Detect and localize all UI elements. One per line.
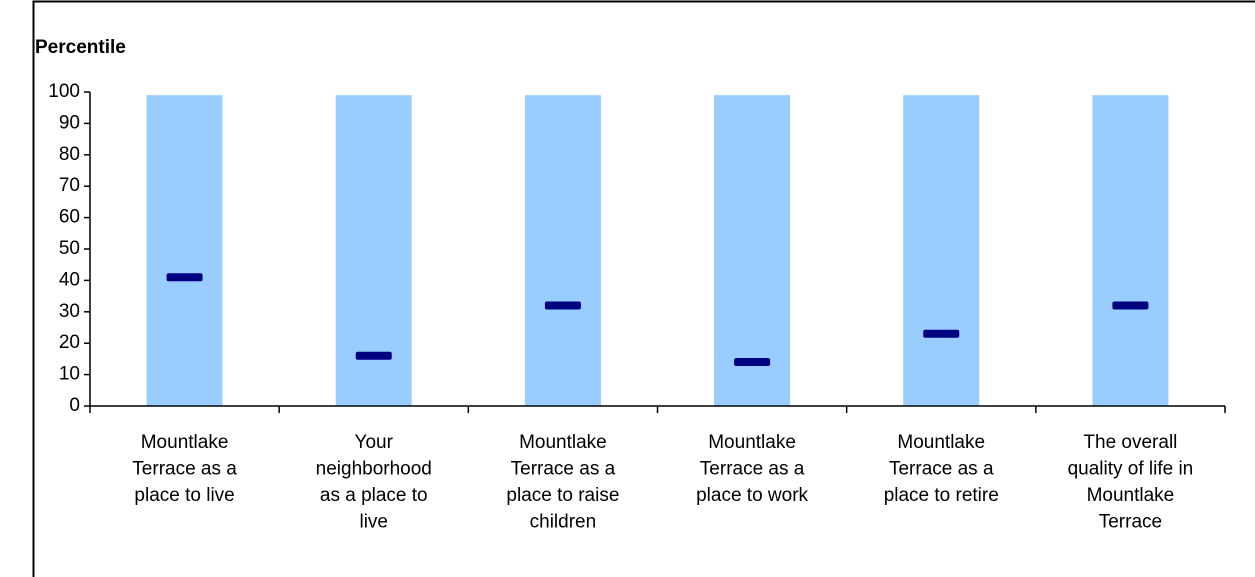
x-tick-label: Mountlake (1087, 485, 1175, 506)
x-tick-label: as a place to (320, 485, 428, 506)
x-tick-label: Mountlake (519, 432, 607, 453)
y-tick-label: 10 (59, 364, 80, 385)
x-tick-label: Terrace as a (889, 459, 994, 480)
marker (734, 358, 771, 367)
x-tick-label: Mountlake (141, 432, 229, 453)
x-tick-label: Your (355, 432, 394, 453)
marker (166, 273, 203, 282)
y-tick-label: 100 (48, 81, 80, 102)
x-tick-label: place to work (696, 485, 808, 506)
range-bar (524, 95, 601, 406)
x-tick-label: live (359, 512, 388, 533)
x-tick-label: quality of life in (1068, 459, 1194, 480)
x-tick-label: children (530, 512, 597, 533)
y-tick-label: 80 (59, 144, 80, 165)
y-axis-label: Percentile (35, 37, 126, 58)
x-tick-label: Terrace (1099, 512, 1162, 533)
range-bar (903, 95, 980, 406)
x-tick-label: place to live (134, 485, 234, 506)
y-tick-label: 30 (59, 301, 80, 322)
y-tick-label: 50 (59, 238, 80, 259)
y-tick-label: 70 (59, 175, 80, 196)
x-tick-label: Terrace as a (132, 459, 237, 480)
x-tick-label: The overall (1083, 432, 1177, 453)
chart-frame (32, 0, 1255, 577)
marker (923, 329, 960, 338)
range-bar (1092, 95, 1169, 406)
y-tick-label: 0 (69, 395, 80, 416)
range-bar (714, 95, 791, 406)
x-tick-label: Terrace as a (700, 459, 805, 480)
marker (544, 301, 581, 310)
marker (1112, 301, 1149, 310)
y-tick-label: 90 (59, 112, 80, 133)
x-tick-label: Mountlake (897, 432, 985, 453)
range-bar (146, 95, 223, 406)
marker (355, 351, 392, 360)
x-tick-label: place to raise (506, 485, 619, 506)
x-tick-label: Mountlake (708, 432, 796, 453)
y-tick-label: 60 (59, 207, 80, 228)
x-tick-label: Terrace as a (511, 459, 616, 480)
y-tick-label: 40 (59, 269, 80, 290)
x-tick-label: neighborhood (316, 459, 432, 480)
x-tick-label: place to retire (884, 485, 999, 506)
y-tick-label: 20 (59, 332, 80, 353)
